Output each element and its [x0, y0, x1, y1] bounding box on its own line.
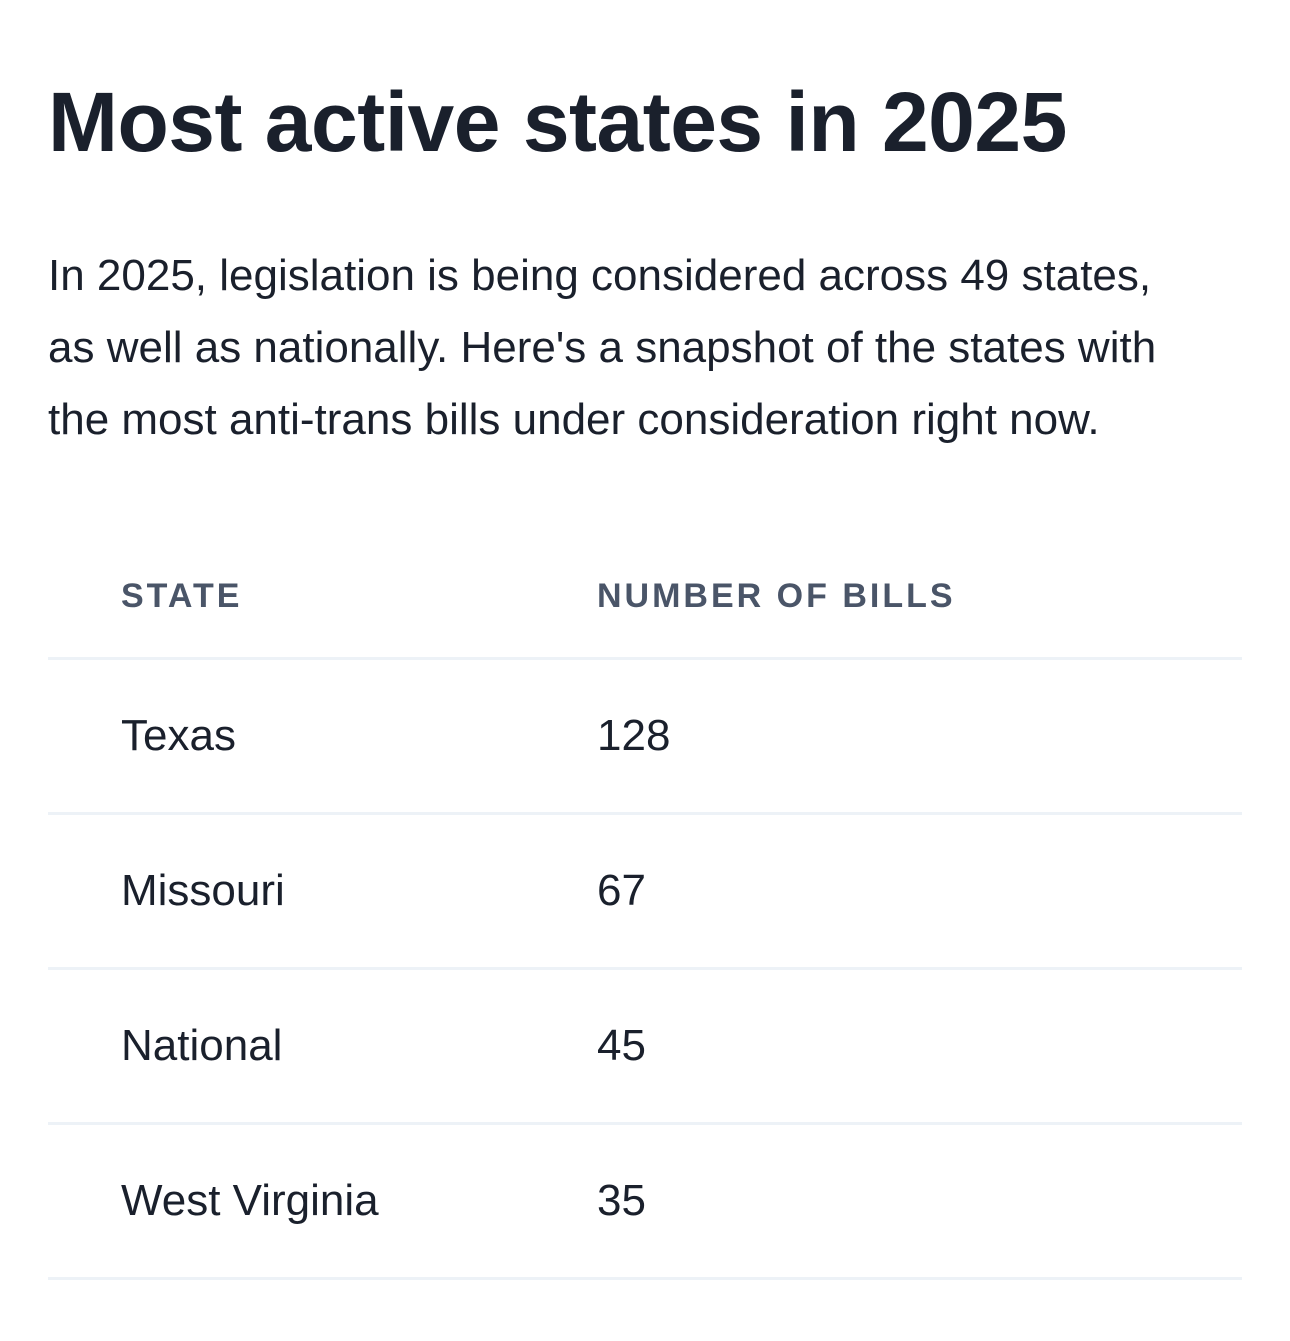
state-cell: West Virginia: [48, 1123, 597, 1280]
page-title: Most active states in 2025: [48, 75, 1067, 169]
table-header: STATE NUMBER OF BILLS: [48, 536, 1242, 660]
table-row: Missouri 67: [48, 813, 1242, 970]
intro-paragraph: In 2025, legislation is being considered…: [48, 251, 1157, 444]
table-row: West Virginia 35: [48, 1123, 1242, 1280]
column-header-state: STATE: [48, 536, 597, 660]
bills-count-cell: 35: [597, 1123, 1242, 1280]
column-header-bills: NUMBER OF BILLS: [597, 536, 1242, 660]
bills-count-cell: 128: [597, 658, 1242, 815]
bills-table: STATE NUMBER OF BILLS Texas 128 Missouri…: [48, 536, 1242, 1280]
table-body: Texas 128 Missouri 67 National 45 West V…: [48, 658, 1242, 1280]
state-cell: National: [48, 968, 597, 1125]
state-cell: Texas: [48, 658, 597, 815]
table-header-row: STATE NUMBER OF BILLS: [48, 536, 1242, 660]
table-row: Texas 128: [48, 658, 1242, 815]
table-row: National 45: [48, 968, 1242, 1125]
state-cell: Missouri: [48, 813, 597, 970]
bills-count-cell: 45: [597, 968, 1242, 1125]
bills-count-cell: 67: [597, 813, 1242, 970]
